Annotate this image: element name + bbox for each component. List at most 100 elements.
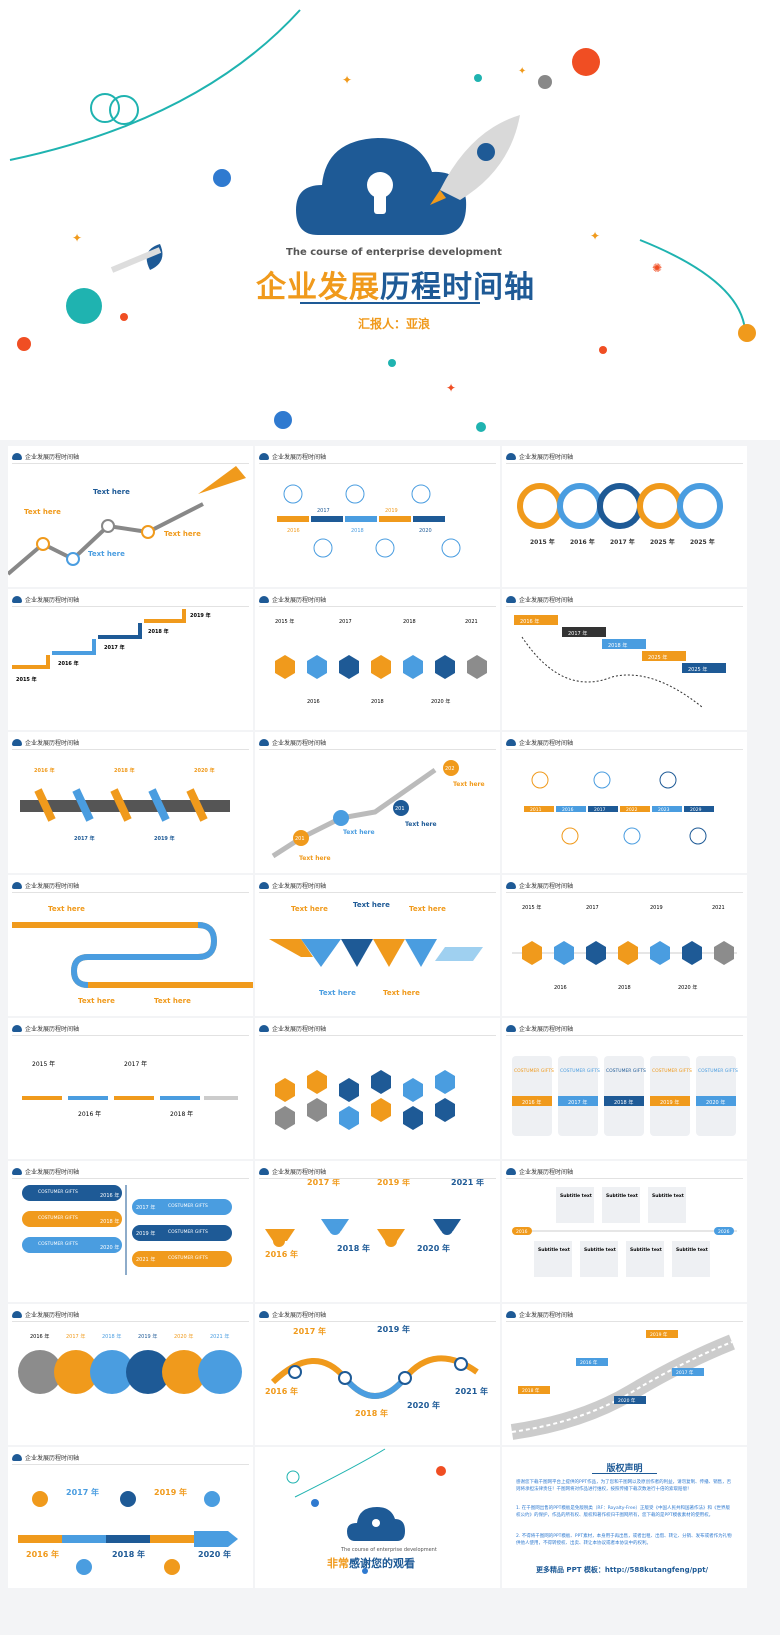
- svg-text:✦: ✦: [518, 66, 526, 77]
- svg-text:2019 年: 2019 年: [154, 1487, 187, 1497]
- svg-text:2018 年: 2018 年: [148, 628, 169, 635]
- svg-text:2021 年: 2021 年: [210, 1333, 229, 1340]
- slide-header: 企业发展历程时间轴: [259, 736, 326, 748]
- slide-thumbnail-15[interactable]: 企业发展历程时间轴: [255, 1018, 500, 1159]
- svg-text:2019 年: 2019 年: [154, 835, 175, 842]
- svg-text:Text here: Text here: [154, 997, 191, 1005]
- svg-text:2018: 2018: [351, 528, 364, 534]
- svg-text:2020 年: 2020 年: [100, 1244, 119, 1251]
- hexagon-timeline: 2015 年 2017 2018 2021 2016 2018 2020 年: [275, 618, 487, 705]
- slide-header: 企业发展历程时间轴: [259, 879, 326, 891]
- slide-header: 企业发展历程时间轴: [12, 1022, 79, 1034]
- slide-thumbnail-17[interactable]: 企业发展历程时间轴 COSTUMER GIFTS COSTUMER GIFTS CO…: [8, 1161, 253, 1302]
- slide-thumbnail-11[interactable]: 企业发展历程时间轴 Text here Text here Text here: [8, 875, 253, 1016]
- slide-thumbnail-18[interactable]: 企业发展历程时间轴 2017 年 2019 年 2021 年 2016 年 2018 …: [255, 1161, 500, 1302]
- svg-text:2017: 2017: [339, 619, 352, 625]
- svg-text:Text here: Text here: [343, 829, 375, 836]
- svg-text:2016: 2016: [554, 985, 567, 991]
- slide-thumbnail-23[interactable]: 企业发展历程时间轴 2017 年 2019 年 2016 年 2018 年 2020 …: [8, 1447, 253, 1588]
- slide-thumbnail-10[interactable]: 企业发展历程时间轴 2011 2016 2017 2022 2023 2029: [502, 732, 747, 873]
- slide-header-text: 企业发展历程时间轴: [25, 1454, 80, 1462]
- header-divider: [506, 1321, 743, 1322]
- svg-text:2017 年: 2017 年: [307, 1179, 340, 1187]
- slide-header-text: 企业发展历程时间轴: [519, 453, 574, 461]
- slide-thumbnail-5[interactable]: 企业发展历程时间轴 2015 年 2016 年 2017 年 2018 年 2019 年: [8, 589, 253, 730]
- svg-text:COSTUMER GIFTS: COSTUMER GIFTS: [38, 1241, 78, 1247]
- copyright-underline: [592, 1473, 657, 1474]
- header-divider: [506, 1035, 743, 1036]
- slide-header: 企业发展历程时间轴: [506, 1308, 573, 1320]
- svg-text:Subtitle text: Subtitle text: [652, 1193, 685, 1199]
- svg-text:✦: ✦: [590, 229, 600, 243]
- svg-text:COSTUMER GIFTS: COSTUMER GIFTS: [38, 1215, 78, 1221]
- svg-text:COSTUMER GIFTS: COSTUMER GIFTS: [168, 1203, 208, 1209]
- slide-header: 企业发展历程时间轴: [259, 593, 326, 605]
- svg-text:Subtitle text: Subtitle text: [538, 1247, 571, 1253]
- slide-thumbnail-7[interactable]: 企业发展历程时间轴 2016 年 2017 年 2018 年 2025 年 2025 年: [502, 589, 747, 730]
- svg-text:2017 年: 2017 年: [610, 538, 635, 546]
- svg-text:2016 年: 2016 年: [522, 1099, 541, 1106]
- more-templates-link[interactable]: http://588kutangfeng/ppt/: [604, 1566, 709, 1574]
- thank-you-subtitle: The course of enterprise development: [341, 1547, 437, 1553]
- slide-thumbnail-16[interactable]: 企业发展历程时间轴 2016 年 2017 年 2018 年 2019 年 2020 年…: [502, 1018, 747, 1159]
- slide-thumbnail-12[interactable]: 企业发展历程时间轴 Text here Text here Text here Te…: [255, 875, 500, 1016]
- card-timeline: 2016 2026 Subtitle text Subtitle text Subti…: [512, 1187, 737, 1277]
- header-divider: [12, 1321, 249, 1322]
- svg-text:Subtitle text: Subtitle text: [606, 1193, 639, 1199]
- svg-text:2020 年: 2020 年: [194, 767, 215, 774]
- svg-text:2016 年: 2016 年: [30, 1333, 49, 1340]
- slide-thumbnail-2[interactable]: 企业发展历程时间轴 Text here Text here Text here …: [8, 446, 253, 587]
- svg-text:2017: 2017: [586, 905, 599, 911]
- slide-header-text: 企业发展历程时间轴: [272, 882, 327, 890]
- svg-text:2018 年: 2018 年: [337, 1243, 370, 1253]
- slide-thumbnail-3[interactable]: 企业发展历程时间轴 2016 2017 2018 2019 2020: [255, 446, 500, 587]
- svg-text:COSTUMER GIFTS: COSTUMER GIFTS: [38, 1189, 78, 1195]
- svg-text:2025 年: 2025 年: [690, 538, 715, 546]
- svg-text:2019 年: 2019 年: [377, 1179, 410, 1187]
- svg-text:2019: 2019: [650, 905, 663, 911]
- slide-header-text: 企业发展历程时间轴: [25, 1311, 80, 1319]
- slide-header-text: 企业发展历程时间轴: [272, 1168, 327, 1176]
- slide-thumbnail-21[interactable]: 企业发展历程时间轴 2017 年 2019 年 2021 年 2016 年 2018 …: [255, 1304, 500, 1445]
- thank-you-part-2: 感谢您的观看: [349, 1557, 415, 1570]
- thank-you-decoration: [286, 1448, 446, 1574]
- slide-header: 企业发展历程时间轴: [506, 593, 573, 605]
- svg-text:2016 年: 2016 年: [78, 1110, 101, 1118]
- title-slide[interactable]: ✦ ✦ ✦ ✦ ✦ ✺ The course of enterprise dev…: [0, 0, 780, 440]
- slide-header-text: 企业发展历程时间轴: [519, 1168, 574, 1176]
- svg-text:Text here: Text here: [48, 905, 85, 913]
- svg-text:2018 年: 2018 年: [112, 1549, 145, 1559]
- slide-thumbnail-19[interactable]: 企业发展历程时间轴 2016 2026 Subtitle text Subtitle…: [502, 1161, 747, 1302]
- svg-text:Text here: Text here: [383, 989, 420, 997]
- header-divider: [506, 892, 743, 893]
- slide-header: 企业发展历程时间轴: [12, 1165, 79, 1177]
- svg-text:2018 年: 2018 年: [100, 1218, 119, 1225]
- svg-text:2019 年: 2019 年: [136, 1230, 155, 1237]
- svg-text:2017 年: 2017 年: [66, 1333, 85, 1340]
- slide-thumbnail-4[interactable]: 企业发展历程时间轴 2015 年 2016 年 2017 年 2025 年 2025 年: [502, 446, 747, 587]
- svg-text:✦: ✦: [446, 381, 456, 395]
- slide-thumbnail-13[interactable]: 企业发展历程时间轴 2015 年 2017 2019 2021 2016 2018 202…: [502, 875, 747, 1016]
- header-divider: [259, 892, 496, 893]
- slide-thumbnail-6[interactable]: 企业发展历程时间轴 2015 年 2017 2018 2021 2016 2018 202…: [255, 589, 500, 730]
- chevron-timeline: Text here Text here Text here Text here Tex…: [269, 901, 483, 997]
- slide-thumbnail-8[interactable]: 企业发展历程时间轴 2016 年 2018 年 2020 年 2017 年 2019 …: [8, 732, 253, 873]
- svg-text:Text here: Text here: [78, 997, 115, 1005]
- header-divider: [12, 892, 249, 893]
- slide-thumbnail-20[interactable]: 企业发展历程时间轴 2016 年 2017 年 2018 年 2019 年 2020 年…: [8, 1304, 253, 1445]
- slide-thumbnail-14[interactable]: 企业发展历程时间轴 2015 年 2017 年 2016 年 2018 年: [8, 1018, 253, 1159]
- copyright-slide[interactable]: 版权声明 感谢您下载千图网平台上提供的PPT作品，为了您和千图网以及原创作者的利…: [502, 1447, 747, 1588]
- svg-text:2019 年: 2019 年: [660, 1099, 679, 1106]
- cloud-logo-icon: [12, 1024, 22, 1032]
- svg-text:Text here: Text here: [291, 905, 328, 913]
- svg-text:2022: 2022: [626, 807, 638, 813]
- slide-thumbnail-22[interactable]: 企业发展历程时间轴 2018 年 2016 年 2019 年 2017 年 2020 年: [502, 1304, 747, 1445]
- thank-you-slide[interactable]: The course of enterprise development 非常感…: [255, 1447, 500, 1588]
- slide-thumbnail-9[interactable]: 企业发展历程时间轴 201 201 202 Text here Text here …: [255, 732, 500, 873]
- thank-you-part-1: 非常: [327, 1557, 349, 1570]
- cloud-logo-icon: [259, 1024, 269, 1032]
- svg-text:2018 年: 2018 年: [355, 1408, 388, 1418]
- svg-text:201: 201: [295, 836, 305, 842]
- cloud-logo-icon: [506, 881, 516, 889]
- svg-text:2020 年: 2020 年: [678, 984, 697, 991]
